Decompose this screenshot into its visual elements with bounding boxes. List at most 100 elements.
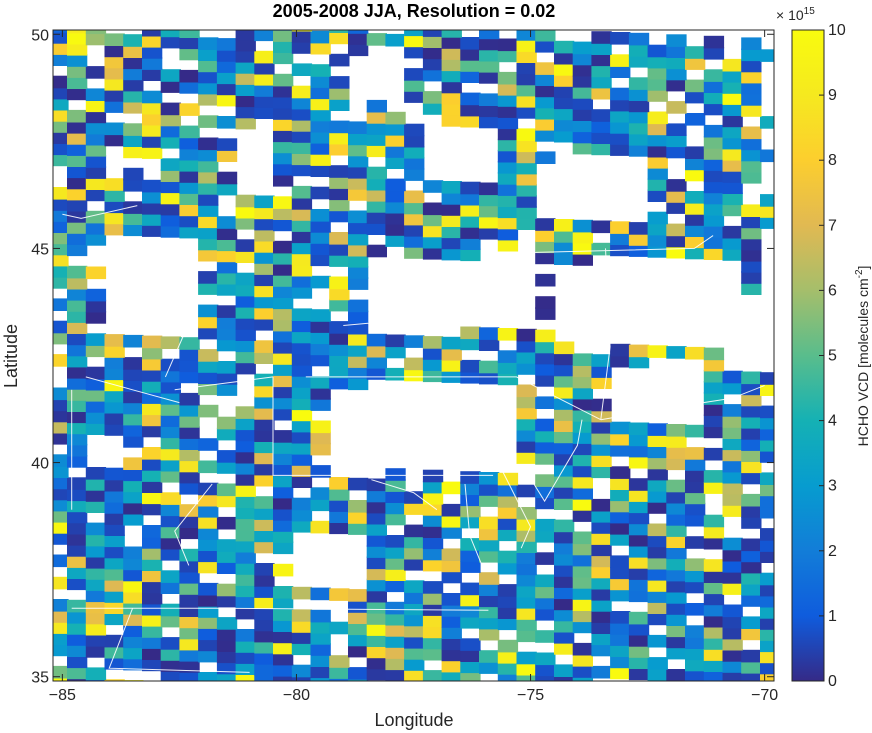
heatmap-cell <box>104 523 125 536</box>
heatmap-cell <box>348 366 369 379</box>
heatmap-cell <box>67 43 88 56</box>
heatmap-cell <box>628 489 650 502</box>
heatmap-cell <box>554 642 575 655</box>
heatmap-cell <box>123 390 144 404</box>
heatmap-cell <box>535 530 556 543</box>
heatmap-cell <box>348 355 369 368</box>
heatmap-cell <box>554 363 575 377</box>
heatmap-cell <box>291 620 313 633</box>
heatmap-cell <box>404 546 425 560</box>
heatmap-cell <box>441 670 462 681</box>
heatmap-cell <box>329 343 350 356</box>
heatmap-cell <box>554 230 575 243</box>
heatmap-cell <box>273 162 294 176</box>
heatmap-cell <box>385 200 406 214</box>
heatmap-cell <box>554 664 575 677</box>
heatmap-cell <box>628 110 650 124</box>
heatmap-cell <box>235 595 256 609</box>
heatmap-cell <box>741 260 762 273</box>
heatmap-cell <box>628 500 650 514</box>
heatmap-cell <box>535 574 556 588</box>
colorbar-label: HCHO VCD [molecules cm-2] <box>854 266 871 447</box>
heatmap-cell <box>235 317 256 330</box>
heatmap-cell <box>160 670 181 681</box>
heatmap-cell <box>516 440 537 453</box>
heatmap-cell <box>123 167 144 181</box>
heatmap-cell <box>67 76 88 89</box>
heatmap-cell <box>535 674 556 681</box>
heatmap-cell <box>497 161 519 174</box>
heatmap-cell <box>161 682 181 695</box>
heatmap-cell <box>703 648 725 661</box>
heatmap-cell <box>628 77 650 90</box>
heatmap-cell <box>685 157 706 171</box>
heatmap-cell <box>366 511 387 525</box>
heatmap-cell <box>329 142 350 156</box>
heatmap-cell <box>497 606 519 619</box>
heatmap-cell <box>422 514 444 527</box>
heatmap-cell <box>254 295 275 309</box>
heatmap-cell <box>179 559 200 573</box>
heatmap-cell <box>572 553 593 567</box>
heatmap-cell <box>422 547 444 561</box>
heatmap-cell <box>479 538 500 552</box>
heatmap-cell <box>123 201 144 214</box>
heatmap-cell <box>441 348 462 361</box>
heatmap-cell <box>273 441 294 454</box>
heatmap-cell <box>554 452 575 466</box>
heatmap-cell <box>160 35 181 49</box>
heatmap-cell <box>722 537 743 551</box>
heatmap-cell <box>291 631 313 644</box>
heatmap-cell <box>422 536 444 550</box>
heatmap-cell <box>497 238 519 252</box>
state-border-line <box>464 483 485 570</box>
heatmap-cell <box>198 226 219 240</box>
heatmap-cell <box>67 432 88 446</box>
heatmap-cell <box>104 133 125 147</box>
heatmap-cell <box>310 231 331 244</box>
heatmap-cell <box>760 450 774 463</box>
heatmap-cell <box>67 87 88 101</box>
heatmap-cell <box>85 188 107 202</box>
heatmap-cell <box>366 122 387 135</box>
heatmap-cell <box>703 414 725 428</box>
heatmap-cell <box>628 433 650 447</box>
heatmap-cell <box>404 535 425 549</box>
heatmap-cell <box>666 145 687 159</box>
heatmap-cell <box>179 69 200 83</box>
heatmap-cell <box>535 151 556 164</box>
heatmap-cell <box>273 374 294 388</box>
heatmap-cell <box>123 479 144 493</box>
heatmap-cell <box>348 255 369 268</box>
heatmap-cell <box>666 490 687 504</box>
heatmap-cell <box>123 490 144 504</box>
heatmap-cell <box>535 273 556 287</box>
heatmap-cell <box>85 222 107 235</box>
heatmap-cell <box>404 624 425 638</box>
state-border-line <box>343 312 461 326</box>
heatmap-cell <box>516 339 537 353</box>
heatmap-cell <box>610 644 631 657</box>
heatmap-cell <box>685 246 706 260</box>
heatmap-cell <box>254 585 275 598</box>
heatmap-cell <box>460 549 481 562</box>
heatmap-cell <box>310 643 331 656</box>
heatmap-cell <box>647 234 668 247</box>
heatmap-cell <box>554 40 575 54</box>
heatmap-cell <box>348 221 369 235</box>
heatmap-cell <box>479 583 500 596</box>
heatmap-cell <box>123 557 144 571</box>
heatmap-cell <box>329 376 350 390</box>
heatmap-cell <box>366 111 387 124</box>
heatmap-cell <box>628 667 650 681</box>
heatmap-cell <box>516 540 537 553</box>
heatmap-cell <box>647 78 668 91</box>
heatmap-cell <box>235 484 256 497</box>
heatmap-cell <box>216 450 238 463</box>
heatmap-cell <box>554 63 575 76</box>
heatmap-cell <box>67 566 88 579</box>
heatmap-cell <box>85 88 107 101</box>
heatmap-cell <box>404 368 425 382</box>
state-borders <box>62 205 774 673</box>
heatmap-cell <box>404 212 425 226</box>
